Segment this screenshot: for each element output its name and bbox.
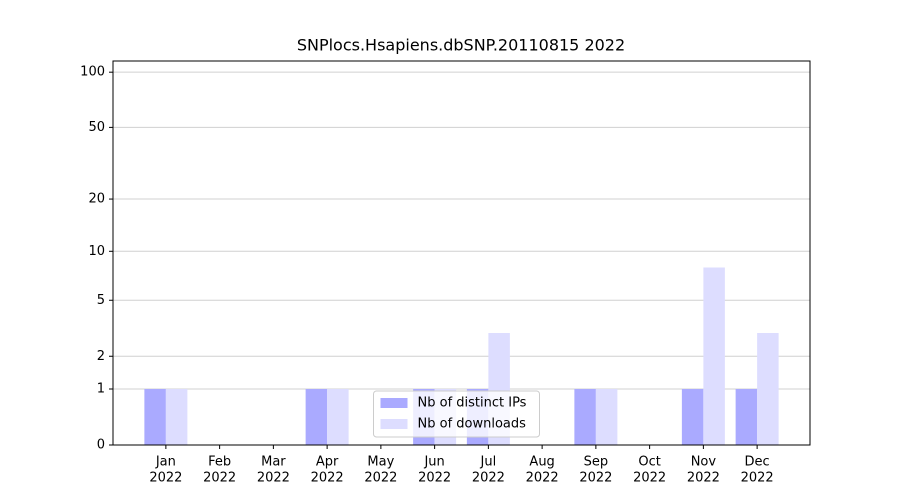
chart-title: SNPlocs.Hsapiens.dbSNP.20110815 2022 xyxy=(297,36,625,55)
x-tick-label: Mar xyxy=(261,455,286,470)
bar xyxy=(735,389,758,445)
x-tick-label: 2022 xyxy=(203,471,236,486)
bar xyxy=(305,389,328,445)
y-tick-label: 50 xyxy=(88,120,105,135)
plot-frame xyxy=(112,60,811,446)
x-tick-label: 2022 xyxy=(311,471,344,486)
x-tick-label: 2022 xyxy=(579,471,612,486)
bar xyxy=(574,389,596,445)
y-tick-label: 0 xyxy=(97,438,105,453)
x-tick-label: Nov xyxy=(691,455,717,470)
legend-label: Nb of downloads xyxy=(418,417,527,432)
y-tick-label: 20 xyxy=(88,192,105,207)
x-tick-label: Sep xyxy=(584,455,609,470)
bar xyxy=(681,389,704,445)
x-tick-label: Jan xyxy=(155,455,176,470)
x-tick-label: 2022 xyxy=(687,471,720,486)
x-tick-label: Feb xyxy=(208,455,231,470)
y-tick-label: 10 xyxy=(88,244,105,259)
x-tick-label: Dec xyxy=(745,455,770,470)
bar xyxy=(165,389,188,445)
bar xyxy=(144,389,166,445)
bar xyxy=(757,333,779,445)
x-tick-label: 2022 xyxy=(149,471,182,486)
x-tick-label: Aug xyxy=(529,455,554,470)
x-tick-label: Jun xyxy=(423,455,444,470)
legend-label: Nb of distinct IPs xyxy=(418,396,527,411)
x-tick-label: Apr xyxy=(316,455,339,470)
x-tick-label: 2022 xyxy=(633,471,666,486)
legend: Nb of distinct IPs Nb of downloads xyxy=(373,390,540,438)
y-tick-label: 5 xyxy=(97,293,105,308)
x-tick-label: Jul xyxy=(480,455,497,470)
legend-box xyxy=(373,390,540,438)
y-tick-label: 2 xyxy=(97,349,105,364)
x-tick-label: May xyxy=(367,455,394,470)
legend-swatch xyxy=(380,419,408,429)
x-tick-label: 2022 xyxy=(472,471,505,486)
x-tick-label: 2022 xyxy=(364,471,397,486)
y-tick-label: 100 xyxy=(80,65,105,80)
x-tick-label: 2022 xyxy=(741,471,774,486)
legend-swatch xyxy=(380,398,408,408)
bar xyxy=(595,389,618,445)
bar xyxy=(327,389,349,445)
y-tick-label: 1 xyxy=(97,382,105,397)
x-tick-label: 2022 xyxy=(418,471,451,486)
bar xyxy=(703,267,725,445)
x-tick-label: Oct xyxy=(638,455,660,470)
x-tick-label: 2022 xyxy=(257,471,290,486)
x-tick-label: 2022 xyxy=(526,471,559,486)
